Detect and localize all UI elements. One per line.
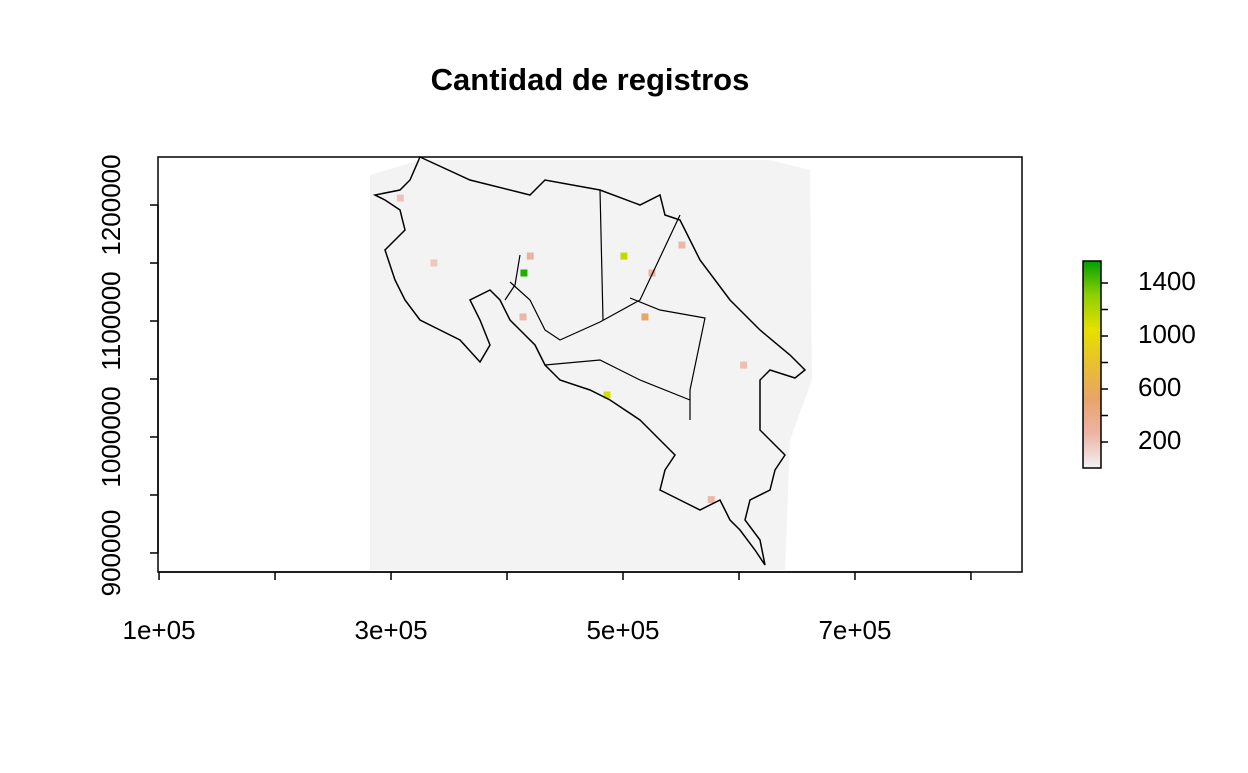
y-tick-label: 1100000 (96, 271, 126, 370)
raster-cell (430, 259, 438, 267)
y-tick-label: 1000000 (96, 386, 126, 487)
raster-cell (526, 252, 534, 260)
y-tick-label: 1200000 (96, 154, 126, 255)
raster-cell (648, 269, 656, 277)
raster-cell (603, 391, 611, 399)
chart-title: Cantidad de registros (431, 62, 750, 97)
colorbar-label: 1000 (1138, 319, 1196, 349)
colorbar-label: 600 (1138, 372, 1181, 402)
x-tick-label: 3e+05 (355, 615, 428, 645)
raster-cell (740, 361, 748, 369)
raster-cell (520, 269, 528, 277)
raster-cell (519, 313, 527, 321)
x-tick-label: 5e+05 (586, 615, 659, 645)
x-tick-label: 7e+05 (818, 615, 891, 645)
raster-cell (707, 496, 715, 504)
colorbar-label: 200 (1138, 425, 1181, 455)
x-tick-label: 1e+05 (123, 615, 196, 645)
raster-cell (620, 252, 628, 260)
raster-cell (641, 313, 649, 321)
raster-cell (396, 194, 404, 202)
country-outline (372, 155, 807, 566)
province-border (504, 189, 706, 420)
colorbar (1082, 260, 1102, 469)
colorbar-label: 1400 (1138, 266, 1196, 296)
raster-cell (678, 241, 686, 249)
y-tick-label: 900000 (96, 510, 126, 597)
